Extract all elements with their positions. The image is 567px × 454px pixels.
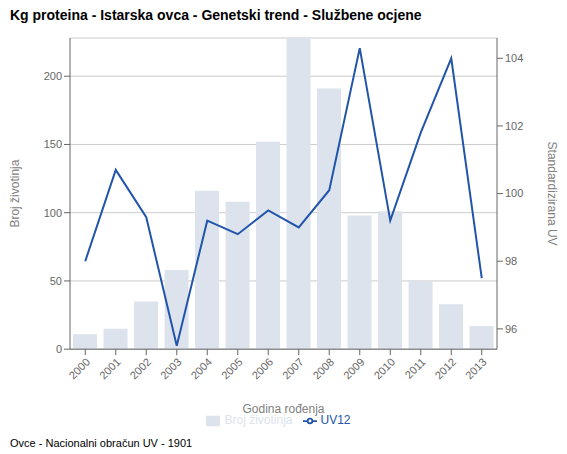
svg-text:2013: 2013 — [463, 356, 489, 382]
svg-text:96: 96 — [505, 323, 517, 335]
svg-text:0: 0 — [56, 343, 62, 355]
svg-text:2000: 2000 — [66, 356, 92, 382]
svg-text:2002: 2002 — [127, 356, 153, 382]
html-text:Kg proteina - Istarska ovca -: Kg proteina - Istarska ovca - Genetski t… — [10, 7, 422, 23]
svg-text:102: 102 — [505, 120, 523, 132]
html-text:Ovce - Nacionalni obračun UV -: Ovce - Nacionalni obračun UV - 1901 — [10, 437, 193, 449]
svg-text:2012: 2012 — [432, 356, 458, 382]
svg-text:100: 100 — [44, 207, 62, 219]
svg-text:2007: 2007 — [280, 356, 306, 382]
svg-text:2011: 2011 — [402, 356, 427, 381]
svg-text:2001: 2001 — [97, 356, 123, 382]
svg-text:2003: 2003 — [158, 356, 184, 382]
svg-text:2006: 2006 — [249, 356, 275, 382]
svg-text:2005: 2005 — [219, 356, 245, 382]
svg-text:50: 50 — [50, 275, 62, 287]
svg-text:100: 100 — [505, 187, 523, 199]
svg-text:98: 98 — [505, 255, 517, 267]
svg-text:Standardizirana UV: Standardizirana UV — [545, 142, 559, 246]
svg-text:2004: 2004 — [188, 356, 214, 382]
svg-text:2010: 2010 — [371, 356, 397, 382]
svg-text:150: 150 — [44, 138, 62, 150]
svg-text:200: 200 — [44, 70, 62, 82]
svg-text:Broj životinja: Broj životinja — [8, 159, 22, 227]
svg-text:2008: 2008 — [310, 356, 336, 382]
svg-text:Godina rođenja: Godina rođenja — [242, 402, 324, 416]
html-text:UV12: UV12 — [320, 413, 351, 428]
html-text:Broj životinja: Broj životinja — [224, 413, 293, 428]
svg-text:104: 104 — [505, 52, 523, 64]
svg-text:2009: 2009 — [341, 356, 367, 382]
